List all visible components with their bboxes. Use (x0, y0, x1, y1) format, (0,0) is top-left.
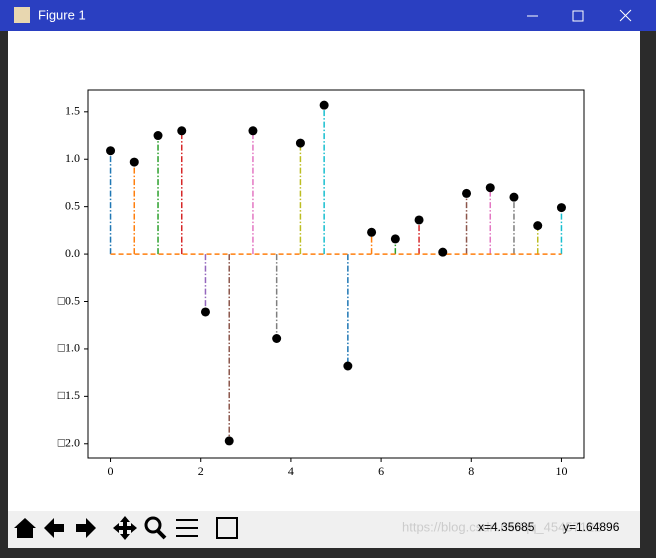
zoom-handle (156, 529, 167, 540)
stem-marker (200, 307, 210, 317)
stem-marker (248, 126, 258, 136)
back-button[interactable] (44, 518, 64, 538)
x-tick-label: 10 (555, 464, 567, 478)
stem-marker (343, 361, 353, 371)
forward-button[interactable] (76, 518, 96, 538)
stem-marker (224, 436, 234, 446)
configure-button[interactable] (176, 519, 198, 537)
stem-marker (462, 188, 472, 198)
x-tick-label: 6 (378, 464, 384, 478)
x-tick-label: 4 (288, 464, 294, 478)
toolbar-icons (14, 516, 238, 540)
plot: 0 2 4 6 8 10 1.5 1.0 0.5 0.0 □0.5 □1.0 □1.5 □2.0 (58, 89, 585, 478)
stem-marker (533, 221, 543, 231)
x-tick-label: 0 (108, 464, 114, 478)
save-button[interactable] (216, 517, 238, 539)
x-tick-label: 2 (198, 464, 204, 478)
x-tick-label: 8 (468, 464, 474, 478)
stem-marker (390, 234, 400, 244)
pan-button[interactable] (113, 516, 137, 540)
toolbar (8, 511, 640, 548)
stem-marker (295, 138, 305, 148)
stem-marker (129, 157, 139, 167)
watermark: https://blog.csdn.net/qq_45457122 (402, 519, 602, 534)
y-tick-label: 1.5 (65, 104, 80, 118)
axes-frame (87, 89, 585, 459)
stem-marker (556, 203, 566, 213)
stem-marker (319, 100, 329, 110)
y-tick-label: □2.0 (58, 436, 80, 450)
status-x: x=4.35685 (478, 520, 535, 534)
y-tick-label: □1.0 (58, 341, 80, 355)
stem-marker (485, 183, 495, 193)
y-tick-label: 0.5 (65, 198, 80, 212)
home-button[interactable] (14, 518, 36, 538)
stem-marker (438, 247, 448, 257)
stem-marker (414, 215, 424, 225)
title-bar (0, 0, 656, 31)
stem-marker (272, 333, 282, 343)
zoom-button[interactable] (144, 516, 162, 534)
window-title: Figure 1 (38, 7, 86, 22)
app-icon (14, 7, 30, 23)
y-tick-label: □0.5 (58, 293, 80, 307)
status-y: y=1.64896 (563, 520, 620, 534)
stem-marker (367, 227, 377, 237)
maximize-button[interactable] (572, 10, 584, 22)
stem-marker (177, 126, 187, 136)
y-tick-label: □1.5 (58, 388, 80, 402)
stem-marker (106, 146, 116, 156)
close-button[interactable] (619, 9, 632, 22)
stem-marker (153, 131, 163, 141)
y-tick-label: 1.0 (65, 151, 80, 165)
stem-marker (509, 192, 519, 202)
y-tick-label: 0.0 (65, 246, 80, 260)
